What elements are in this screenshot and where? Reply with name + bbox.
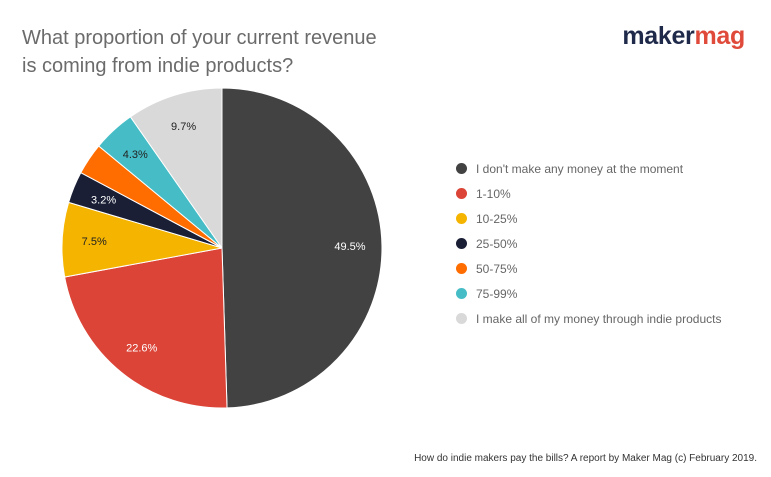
legend-label-5: 75-99% [476,286,518,301]
legend-item-5: 75-99% [456,281,721,306]
pie-slice-label-2: 7.5% [82,236,107,248]
legend-item-1: 1-10% [456,181,721,206]
legend-item-4: 50-75% [456,256,721,281]
legend-swatch-5 [456,288,467,299]
logo-text-mag: mag [694,22,745,50]
legend-swatch-6 [456,313,467,324]
legend-item-6: I make all of my money through indie pro… [456,306,721,331]
pie-slice-0 [221,87,383,409]
legend-item-0: I don't make any money at the moment [456,156,721,181]
pie-slice-1 [64,247,228,409]
pie-slice-label-6: 9.7% [171,121,196,133]
pie-slice-label-5: 4.3% [123,149,148,161]
legend-label-3: 25-50% [476,236,518,251]
chart-legend: I don't make any money at the moment 1-10… [456,156,721,331]
pie-slice-label-1: 22.6% [126,343,157,355]
legend-label-6: I make all of my money through indie pro… [476,311,722,326]
chart-title-line-1: What proportion of your current revenue [22,27,377,49]
legend-item-3: 25-50% [456,231,721,256]
footer-credit: How do indie makers pay the bills? A rep… [414,453,757,464]
legend-label-2: 10-25% [476,211,518,226]
legend-swatch-1 [456,188,467,199]
legend-label-4: 50-75% [476,261,518,276]
legend-label-1: 1-10% [476,186,511,201]
makermag-logo: makermag [622,22,745,51]
legend-label-0: I don't make any money at the moment [476,161,684,176]
legend-swatch-0 [456,163,467,174]
pie-slice-6 [129,87,223,250]
legend-swatch-2 [456,213,467,224]
logo-text-maker: maker [622,22,695,50]
legend-swatch-3 [456,238,467,249]
pie-slice-label-3: 3.2% [91,194,116,206]
legend-item-2: 10-25% [456,206,721,231]
chart-title: What proportion of your current revenue … [22,24,442,80]
pie-slice-label-0: 49.5% [334,241,365,253]
chart-title-line-2: is coming from indie products? [22,55,294,77]
legend-swatch-4 [456,263,467,274]
